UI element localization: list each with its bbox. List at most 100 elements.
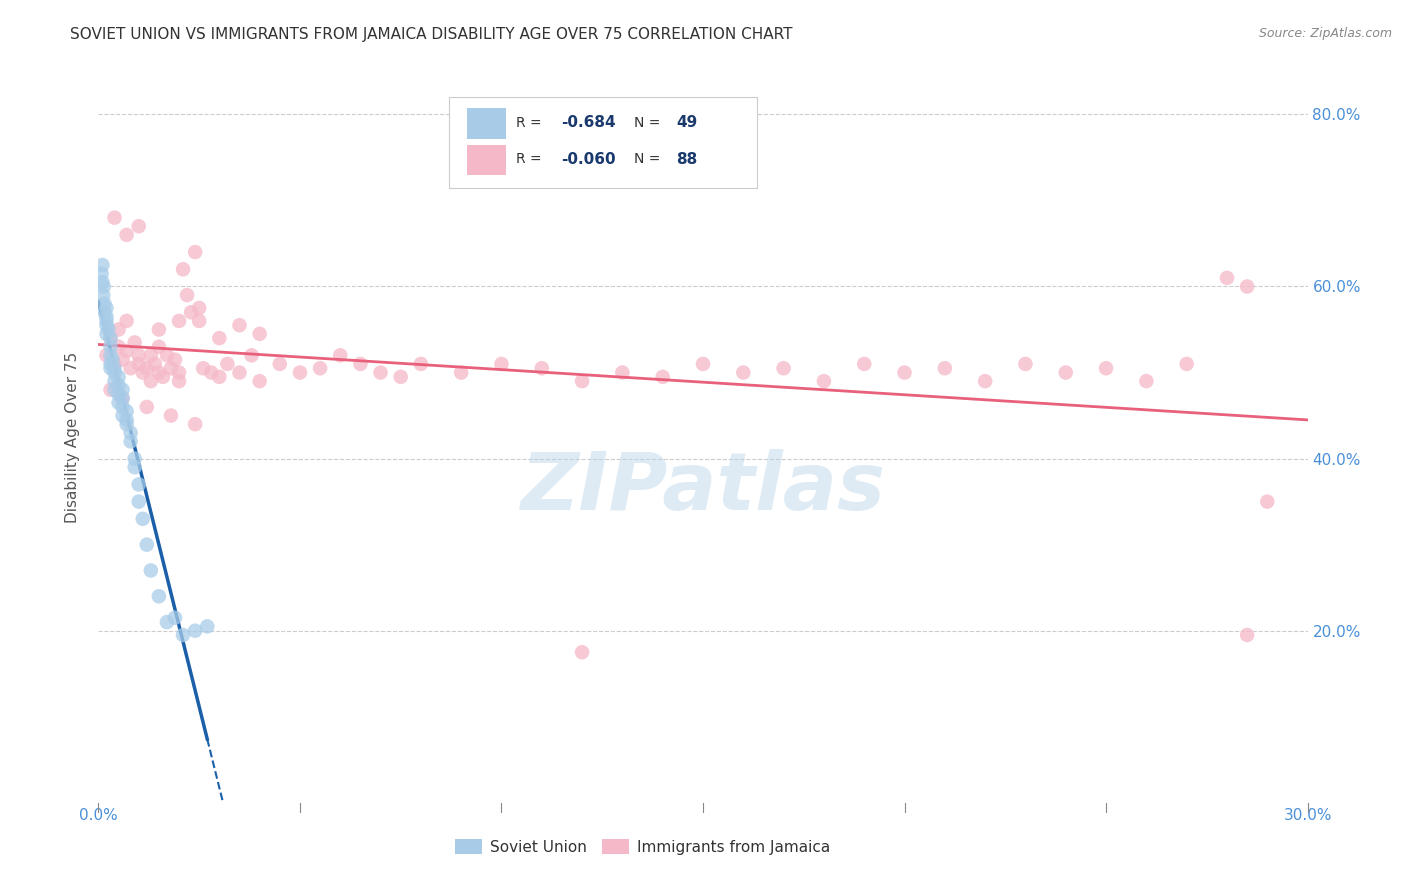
- Point: [813, 374, 835, 388]
- Point: [167, 314, 190, 328]
- Point: [91, 288, 114, 302]
- Point: [288, 366, 311, 380]
- Point: [111, 383, 134, 397]
- Point: [100, 383, 122, 397]
- Point: [163, 611, 186, 625]
- Point: [107, 340, 129, 354]
- Point: [135, 400, 157, 414]
- Point: [120, 361, 142, 376]
- Point: [135, 538, 157, 552]
- Text: -0.684: -0.684: [561, 115, 616, 130]
- Point: [156, 348, 179, 362]
- Point: [180, 305, 202, 319]
- Point: [249, 374, 271, 388]
- Point: [530, 361, 553, 376]
- Point: [135, 361, 157, 376]
- Point: [100, 331, 122, 345]
- Text: N =: N =: [634, 153, 665, 166]
- Point: [100, 357, 122, 371]
- Point: [148, 322, 170, 336]
- Point: [370, 366, 392, 380]
- Point: [1216, 271, 1239, 285]
- Point: [167, 374, 190, 388]
- Point: [139, 564, 162, 578]
- Text: N =: N =: [634, 116, 665, 129]
- Point: [103, 374, 125, 388]
- Point: [188, 314, 211, 328]
- Text: ZIPatlas: ZIPatlas: [520, 450, 886, 527]
- Point: [217, 357, 239, 371]
- Point: [148, 340, 170, 354]
- Point: [692, 357, 714, 371]
- Point: [176, 288, 198, 302]
- Point: [733, 366, 755, 380]
- Point: [651, 369, 673, 384]
- Point: [128, 219, 150, 234]
- Point: [91, 258, 114, 272]
- Point: [450, 366, 472, 380]
- Legend: Soviet Union, Immigrants from Jamaica: Soviet Union, Immigrants from Jamaica: [449, 833, 837, 861]
- Point: [107, 369, 129, 384]
- Text: Source: ZipAtlas.com: Source: ZipAtlas.com: [1258, 27, 1392, 40]
- Point: [128, 494, 150, 508]
- Point: [160, 361, 183, 376]
- Point: [91, 275, 114, 289]
- Point: [132, 512, 155, 526]
- Point: [124, 335, 146, 350]
- Point: [156, 615, 179, 629]
- Point: [160, 409, 183, 423]
- Point: [184, 624, 207, 638]
- Point: [1236, 628, 1258, 642]
- Point: [100, 331, 122, 345]
- Point: [772, 361, 794, 376]
- Point: [195, 619, 218, 633]
- Point: [128, 357, 150, 371]
- FancyBboxPatch shape: [449, 97, 758, 188]
- Point: [111, 392, 134, 406]
- Point: [100, 361, 122, 376]
- Point: [97, 322, 120, 336]
- Point: [124, 460, 146, 475]
- Point: [103, 361, 125, 376]
- Point: [1054, 366, 1077, 380]
- Point: [96, 310, 118, 324]
- Point: [111, 352, 134, 367]
- Point: [107, 387, 129, 401]
- Point: [934, 361, 956, 376]
- Point: [184, 417, 207, 432]
- Point: [103, 357, 125, 371]
- Point: [115, 404, 138, 418]
- Point: [167, 366, 190, 380]
- Point: [111, 400, 134, 414]
- Point: [491, 357, 513, 371]
- Point: [228, 366, 250, 380]
- Point: [139, 348, 162, 362]
- Point: [107, 378, 129, 392]
- Point: [93, 279, 115, 293]
- Point: [329, 348, 352, 362]
- Point: [115, 413, 138, 427]
- Point: [1175, 357, 1198, 371]
- Point: [188, 301, 211, 315]
- Point: [184, 245, 207, 260]
- Point: [200, 366, 222, 380]
- FancyBboxPatch shape: [467, 108, 506, 138]
- Point: [100, 340, 122, 354]
- Point: [172, 262, 194, 277]
- Point: [853, 357, 876, 371]
- Point: [893, 366, 915, 380]
- Point: [269, 357, 291, 371]
- Point: [115, 227, 138, 242]
- Y-axis label: Disability Age Over 75: Disability Age Over 75: [65, 351, 80, 523]
- Point: [128, 477, 150, 491]
- Text: R =: R =: [516, 116, 546, 129]
- Point: [96, 326, 118, 341]
- Point: [309, 361, 332, 376]
- Point: [96, 318, 118, 333]
- Point: [128, 348, 150, 362]
- Point: [139, 374, 162, 388]
- Point: [103, 366, 125, 380]
- Point: [409, 357, 432, 371]
- Point: [103, 211, 125, 225]
- Point: [208, 369, 231, 384]
